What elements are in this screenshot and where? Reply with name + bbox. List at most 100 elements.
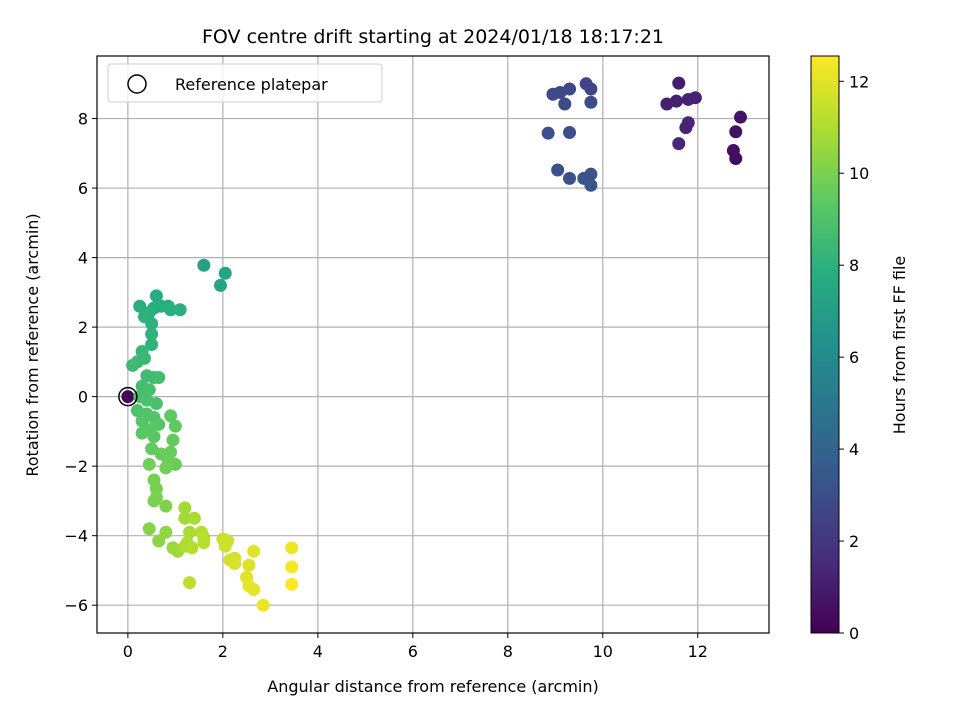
data-point bbox=[145, 327, 159, 341]
data-point bbox=[149, 289, 163, 303]
data-point bbox=[145, 338, 159, 351]
data-point bbox=[734, 110, 748, 124]
data-point bbox=[152, 371, 166, 385]
data-point bbox=[247, 583, 261, 597]
data-point bbox=[681, 116, 695, 130]
data-point bbox=[558, 97, 572, 111]
data-point bbox=[584, 178, 598, 192]
y-tick-label: 4 bbox=[78, 249, 88, 268]
data-point bbox=[152, 534, 166, 548]
data-point bbox=[228, 556, 242, 570]
data-point bbox=[164, 303, 178, 317]
x-tick-label: 8 bbox=[503, 642, 513, 661]
data-point bbox=[187, 511, 201, 525]
data-point bbox=[563, 125, 577, 139]
data-point bbox=[247, 544, 261, 558]
y-axis-ticks: −6 −4 −2 0 2 4 6 8 bbox=[64, 110, 97, 615]
data-point bbox=[563, 171, 577, 185]
data-point bbox=[126, 358, 140, 372]
data-point bbox=[178, 501, 192, 515]
x-tick-label: 0 bbox=[123, 642, 133, 661]
y-tick-label: 0 bbox=[78, 388, 88, 407]
data-points bbox=[121, 76, 748, 612]
y-tick-label: 6 bbox=[78, 179, 88, 198]
data-point bbox=[197, 536, 211, 550]
data-point bbox=[285, 560, 299, 574]
data-point bbox=[178, 511, 192, 525]
y-tick-label: −2 bbox=[64, 457, 88, 476]
colorbar-tick-label: 10 bbox=[849, 164, 869, 183]
plot-frame bbox=[96, 55, 770, 634]
data-point bbox=[541, 126, 555, 140]
data-point bbox=[546, 87, 560, 101]
data-point bbox=[218, 266, 232, 280]
legend-marker bbox=[127, 74, 147, 94]
data-point bbox=[147, 494, 161, 508]
data-point bbox=[173, 303, 187, 317]
data-point bbox=[159, 461, 173, 475]
x-tick-label: 2 bbox=[218, 642, 228, 661]
data-point bbox=[166, 433, 180, 447]
data-point bbox=[285, 541, 299, 555]
data-point bbox=[672, 137, 686, 151]
data-point bbox=[185, 541, 199, 555]
legend-box bbox=[107, 63, 383, 103]
colorbar-tick-label: 6 bbox=[849, 348, 859, 367]
legend: Reference platepar bbox=[107, 63, 383, 103]
data-point bbox=[584, 82, 598, 96]
y-tick-label: −6 bbox=[64, 596, 88, 615]
data-point bbox=[145, 317, 159, 331]
data-point bbox=[147, 430, 161, 444]
colorbar-ticks: 0 2 4 6 8 10 12 bbox=[839, 72, 869, 643]
data-point bbox=[218, 539, 232, 553]
x-axis-label: Angular distance from reference (arcmin) bbox=[267, 677, 598, 696]
data-point bbox=[726, 144, 740, 158]
data-point bbox=[159, 525, 173, 539]
data-point bbox=[149, 397, 163, 411]
x-tick-label: 6 bbox=[408, 642, 418, 661]
data-point bbox=[242, 558, 256, 572]
colorbar-tick-label: 8 bbox=[849, 256, 859, 275]
data-point bbox=[164, 409, 178, 423]
reference-marker bbox=[118, 386, 138, 407]
data-point bbox=[142, 522, 156, 536]
reference-point bbox=[118, 386, 138, 407]
data-point bbox=[133, 299, 147, 313]
colorbar: 0 2 4 6 8 10 12 Hours from first FF file bbox=[810, 55, 909, 643]
colorbar-tick-label: 0 bbox=[849, 624, 859, 643]
y-tick-label: −4 bbox=[64, 527, 88, 546]
chart-title: FOV centre drift starting at 2024/01/18 … bbox=[202, 26, 664, 48]
data-point bbox=[669, 94, 683, 108]
data-point bbox=[135, 426, 149, 440]
colorbar-gradient bbox=[810, 55, 840, 634]
colorbar-tick-label: 4 bbox=[849, 440, 859, 459]
data-point bbox=[256, 598, 270, 612]
y-axis-label: Rotation from reference (arcmin) bbox=[23, 213, 42, 476]
data-point bbox=[672, 76, 686, 90]
data-point bbox=[285, 577, 299, 591]
colorbar-tick-label: 2 bbox=[849, 532, 859, 551]
data-point bbox=[168, 419, 182, 433]
legend-label: Reference platepar bbox=[175, 75, 328, 94]
colorbar-label: Hours from first FF file bbox=[890, 256, 909, 435]
x-axis-ticks: 0 2 4 6 8 10 12 bbox=[123, 633, 708, 661]
data-point bbox=[152, 417, 166, 431]
y-tick-label: 8 bbox=[78, 110, 88, 129]
data-point bbox=[121, 390, 135, 404]
data-point bbox=[135, 414, 149, 428]
x-tick-label: 4 bbox=[313, 642, 323, 661]
data-point bbox=[142, 383, 156, 397]
data-point bbox=[142, 457, 156, 471]
x-tick-label: 12 bbox=[688, 642, 708, 661]
colorbar-tick-label: 12 bbox=[849, 72, 869, 91]
data-point bbox=[688, 91, 702, 105]
data-point bbox=[213, 278, 227, 292]
data-point bbox=[183, 525, 197, 539]
y-tick-label: 2 bbox=[78, 318, 88, 337]
data-point bbox=[159, 499, 173, 513]
data-point bbox=[551, 163, 565, 177]
x-tick-label: 10 bbox=[593, 642, 613, 661]
data-point bbox=[183, 576, 197, 590]
data-point bbox=[137, 351, 151, 365]
